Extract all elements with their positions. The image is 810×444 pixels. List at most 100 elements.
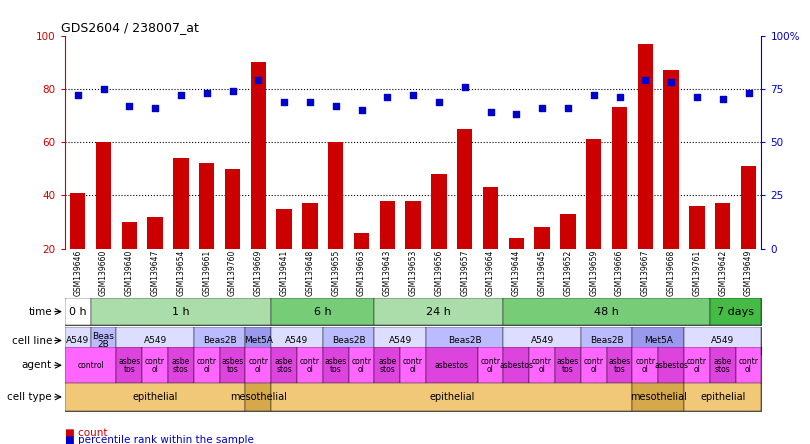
Bar (637, 44, 653, 302)
Text: contr
ol: contr ol (300, 357, 320, 374)
Text: Met5A: Met5A (644, 336, 672, 345)
Point (304, 98, 317, 105)
Bar (612, 107, 627, 302)
Bar (168, 347, 194, 383)
Text: epithelial: epithelial (429, 392, 475, 402)
Text: 7 days: 7 days (717, 307, 754, 317)
Point (613, 94, 626, 101)
Text: asbes
tos: asbes tos (118, 357, 140, 374)
Bar (581, 327, 633, 354)
Text: asbes
tos: asbes tos (556, 357, 579, 374)
Bar (633, 383, 684, 411)
Text: contr
ol: contr ol (635, 357, 655, 374)
Point (639, 77, 652, 84)
Text: cell type: cell type (7, 392, 52, 402)
Bar (561, 214, 576, 302)
Text: contr
ol: contr ol (352, 357, 372, 374)
Point (690, 94, 703, 101)
Text: time: time (28, 307, 52, 317)
Text: asbestos: asbestos (499, 361, 533, 370)
Point (716, 96, 729, 103)
Text: mesothelial: mesothelial (629, 392, 687, 402)
Bar (426, 347, 478, 383)
Bar (194, 327, 245, 354)
Bar (405, 201, 421, 302)
Bar (710, 347, 735, 383)
Text: A549: A549 (711, 336, 735, 345)
Text: A549: A549 (66, 336, 89, 345)
Text: epithelial: epithelial (132, 392, 177, 402)
Bar (663, 70, 679, 302)
Text: asbes
tos: asbes tos (221, 357, 244, 374)
Text: asbe
stos: asbe stos (275, 357, 293, 374)
Bar (509, 238, 524, 302)
Point (148, 104, 161, 111)
Bar (684, 383, 761, 411)
Point (123, 102, 136, 109)
Text: contr
ol: contr ol (145, 357, 165, 374)
Text: A549: A549 (531, 336, 554, 345)
Point (174, 91, 187, 99)
Bar (400, 347, 426, 383)
Bar (65, 327, 91, 354)
Bar (684, 347, 710, 383)
Text: asbestos: asbestos (435, 361, 469, 370)
Bar (633, 327, 684, 354)
Point (71, 91, 84, 99)
Bar (684, 327, 761, 354)
Bar (689, 206, 705, 302)
Bar (633, 347, 659, 383)
Bar (741, 166, 757, 302)
Point (433, 98, 446, 105)
Bar (457, 129, 472, 302)
Text: 0 h: 0 h (69, 307, 87, 317)
Bar (70, 193, 85, 302)
Bar (586, 139, 602, 302)
Text: 24 h: 24 h (426, 307, 451, 317)
Bar (374, 298, 503, 325)
Bar (173, 158, 189, 302)
Text: contr
ol: contr ol (249, 357, 268, 374)
Text: Beas2B: Beas2B (590, 336, 624, 345)
Bar (117, 347, 143, 383)
Bar (65, 383, 245, 411)
Bar (122, 222, 137, 302)
Text: cell line: cell line (11, 336, 52, 345)
Bar (250, 62, 266, 302)
Bar (147, 217, 163, 302)
Bar (735, 347, 761, 383)
Bar (715, 203, 731, 302)
Bar (143, 347, 168, 383)
Bar (245, 327, 271, 354)
Point (561, 104, 574, 111)
Bar (323, 327, 374, 354)
Bar (91, 298, 271, 325)
Bar (374, 327, 426, 354)
Bar (503, 327, 581, 354)
Text: A549: A549 (143, 336, 167, 345)
Bar (271, 347, 297, 383)
Point (200, 90, 213, 97)
Bar (483, 187, 498, 302)
Point (407, 91, 420, 99)
Text: mesothelial: mesothelial (230, 392, 287, 402)
Bar (194, 347, 220, 383)
Text: 48 h: 48 h (595, 307, 619, 317)
Text: asbestos: asbestos (654, 361, 688, 370)
Text: 6 h: 6 h (314, 307, 331, 317)
Bar (607, 347, 633, 383)
Bar (348, 347, 374, 383)
Bar (65, 347, 117, 383)
Point (484, 109, 497, 116)
Text: contr
ol: contr ol (687, 357, 707, 374)
Text: asbes
tos: asbes tos (325, 357, 347, 374)
Bar (659, 347, 684, 383)
Point (665, 79, 678, 86)
Point (587, 91, 600, 99)
Bar (271, 383, 633, 411)
Point (278, 98, 291, 105)
Text: GDS2604 / 238007_at: GDS2604 / 238007_at (62, 21, 199, 34)
Text: ■ percentile rank within the sample: ■ percentile rank within the sample (65, 435, 254, 444)
Text: agent: agent (22, 360, 52, 370)
Bar (245, 383, 271, 411)
